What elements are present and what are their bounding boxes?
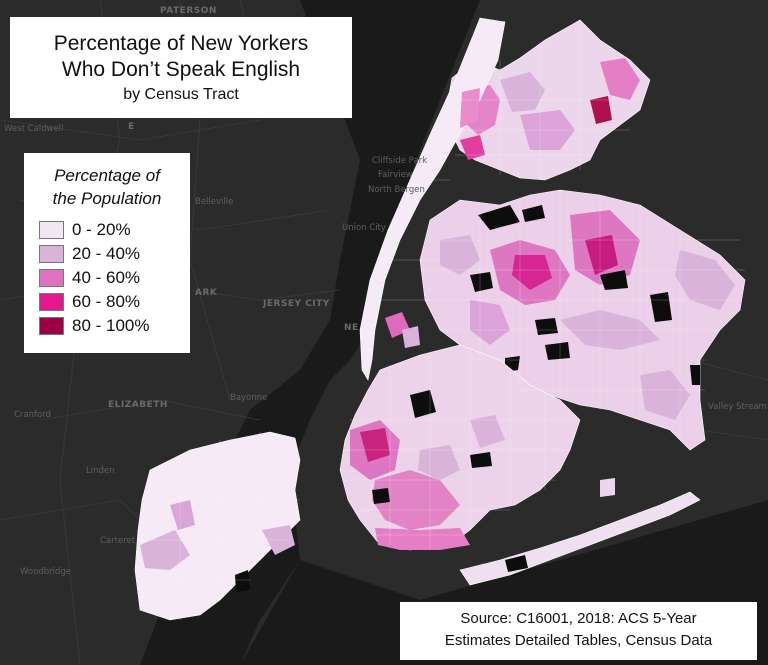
place-label-linden: Linden (86, 466, 115, 476)
no-data-area (235, 570, 250, 592)
place-label-e: E (128, 122, 135, 132)
manhattan-tract-cluster (460, 88, 480, 128)
brooklyn-tract-cluster (360, 428, 390, 462)
no-data-area (470, 272, 493, 292)
place-label-ark: ARK (195, 288, 218, 298)
legend-item: 60 - 80% (39, 290, 190, 314)
no-data-area (522, 205, 545, 222)
legend-label: 0 - 20% (72, 220, 131, 239)
place-label-paterson: PATERSON (160, 6, 217, 16)
brooklyn-tract-cluster (375, 528, 470, 550)
brooklyn-tract-cluster (418, 445, 460, 480)
legend-label: 20 - 40% (72, 244, 141, 263)
no-data-area (410, 390, 436, 418)
legend-item: 20 - 40% (39, 242, 190, 266)
source-line-2: Estimates Detailed Tables, Census Data (444, 632, 713, 649)
queens-tract-cluster (585, 235, 618, 275)
place-label-fairview: Fairview (378, 170, 413, 180)
no-data-area (535, 318, 558, 335)
queens-tract-cluster (675, 250, 735, 310)
manhattan-tract-cluster (402, 326, 420, 348)
place-label-north-bergen: North Bergen (368, 185, 425, 195)
place-label-jersey-city: JERSEY CITY (263, 299, 330, 309)
source-note: Source: C16001, 2018: ACS 5-Year Estimat… (400, 602, 757, 660)
legend-swatch (39, 245, 64, 263)
no-data-area (478, 205, 520, 230)
legend-swatch (39, 317, 64, 335)
queens-tract-cluster (440, 235, 480, 275)
place-label-valley-stream: Valley Stream (708, 402, 767, 412)
legend: Percentage of the Population 0 - 20% 20 … (24, 153, 190, 353)
no-data-area (600, 270, 628, 290)
legend-swatch (39, 221, 64, 239)
legend-swatch (39, 293, 64, 311)
no-data-area (690, 365, 700, 385)
place-label-cranford: Cranford (14, 410, 51, 420)
bronx-tract-cluster (600, 58, 640, 100)
map-title-box: Percentage of New Yorkers Who Don’t Spea… (10, 17, 352, 118)
legend-label: 40 - 60% (72, 268, 141, 287)
legend-title-line-1: Percentage of (54, 166, 160, 185)
no-data-area (505, 555, 528, 572)
queens-tract-cluster (512, 255, 552, 290)
legend-title: Percentage of the Population (24, 164, 190, 210)
place-label-ne: NE (344, 323, 359, 333)
legend-label: 60 - 80% (72, 292, 141, 311)
place-label-belleville: Belleville (195, 197, 234, 207)
no-data-area (650, 292, 672, 322)
brooklyn-tract-cluster (470, 415, 505, 448)
place-label-west-caldwell: West Caldwell (4, 124, 64, 134)
bronx-tract-cluster (500, 72, 545, 112)
place-label-elizabeth: ELIZABETH (108, 400, 168, 410)
no-data-area (545, 342, 570, 360)
place-label-union-city: Union City (342, 223, 386, 233)
place-label-cliffside-park: Cliffside Park (372, 156, 428, 166)
bronx-tract-dark (460, 135, 485, 160)
no-data-area (470, 452, 492, 468)
legend-title-line-2: the Population (52, 189, 162, 208)
brooklyn-tract-cluster (372, 470, 460, 530)
broad-channel (600, 478, 615, 497)
map-title-line-2: Who Don’t Speak English (61, 58, 301, 81)
map-title-line-1: Percentage of New Yorkers (53, 32, 309, 55)
legend-item: 0 - 20% (39, 218, 190, 242)
legend-item: 80 - 100% (39, 314, 190, 338)
bronx-tract-dark (590, 96, 612, 124)
staten-island-tract-cluster (170, 500, 195, 530)
tract-boundaries (140, 25, 745, 620)
legend-label: 80 - 100% (72, 316, 150, 335)
legend-item: 40 - 60% (39, 266, 190, 290)
no-data-area (372, 488, 390, 504)
legend-items: 0 - 20% 20 - 40% 40 - 60% 60 - 80% 80 - … (24, 218, 190, 338)
source-line-1: Source: C16001, 2018: ACS 5-Year (460, 610, 697, 627)
place-label-bayonne: Bayonne (230, 393, 268, 403)
legend-swatch (39, 269, 64, 287)
place-label-carteret: Carteret (100, 536, 136, 546)
map-subtitle: by Census Tract (123, 86, 239, 103)
place-label-woodbridge: Woodbridge (20, 567, 71, 577)
queens-tract-cluster (640, 370, 690, 420)
